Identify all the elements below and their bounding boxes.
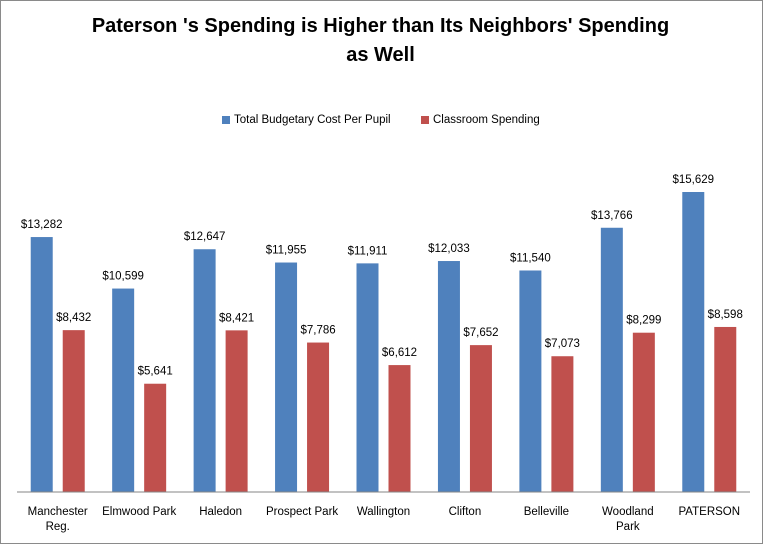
chart-title-line-1: Paterson 's Spending is Higher than Its … <box>91 15 670 37</box>
chart-title: Paterson 's Spending is Higher than Its … <box>0 12 761 70</box>
bar-total-cost <box>437 261 460 492</box>
data-label-total-cost: $13,766 <box>591 210 633 222</box>
x-tick-label: Prospect Park <box>266 506 338 518</box>
x-tick-label: Woodland <box>602 506 654 518</box>
data-label-classroom: $7,073 <box>545 338 580 350</box>
data-label-classroom: $6,612 <box>382 347 417 359</box>
bar-total-cost <box>112 288 135 492</box>
x-tick-label: Reg. <box>46 521 70 533</box>
data-label-total-cost: $11,911 <box>348 245 388 257</box>
chart-legend: Total Budgetary Cost Per Pupil Classroom… <box>0 113 761 127</box>
bar-classroom <box>225 330 248 492</box>
bar-total-cost <box>682 192 705 492</box>
bar-classroom <box>551 356 574 492</box>
x-tick-label: Elmwood Park <box>102 506 176 518</box>
bar-total-cost <box>600 227 623 493</box>
bar-classroom <box>144 383 167 492</box>
data-label-total-cost: $15,629 <box>672 174 714 186</box>
data-label-total-cost: $13,282 <box>21 219 63 231</box>
data-label-total-cost: $12,033 <box>428 243 470 255</box>
bar-total-cost <box>356 263 379 492</box>
data-label-classroom: $5,641 <box>138 366 173 378</box>
legend-swatch-classroom <box>421 116 429 124</box>
bar-classroom <box>632 332 655 492</box>
bar-total-cost <box>30 237 53 492</box>
data-label-classroom: $8,421 <box>219 312 254 324</box>
bar-total-cost <box>193 249 216 492</box>
x-tick-label: PATERSON <box>678 506 740 518</box>
data-label-classroom: $8,432 <box>56 312 91 324</box>
data-label-total-cost: $10,599 <box>102 271 144 283</box>
legend-swatch-total-cost <box>222 116 230 124</box>
x-tick-label: Clifton <box>449 506 482 518</box>
data-label-total-cost: $11,955 <box>266 245 307 257</box>
legend-label-total-cost: Total Budgetary Cost Per Pupil <box>234 114 391 126</box>
x-tick-label: Belleville <box>524 506 569 518</box>
x-tick-label: Manchester <box>28 506 88 518</box>
bar-total-cost <box>275 262 298 492</box>
bar-total-cost <box>519 270 542 492</box>
x-tick-label: Park <box>616 521 640 533</box>
bar-classroom <box>62 330 85 492</box>
data-label-classroom: $7,652 <box>463 327 498 339</box>
chart-title-line-2: as Well <box>346 44 415 66</box>
data-label-classroom: $8,598 <box>708 309 743 321</box>
data-label-total-cost: $11,540 <box>510 252 551 264</box>
data-label-classroom: $7,786 <box>300 325 335 337</box>
bar-classroom <box>714 326 737 492</box>
legend-label-classroom: Classroom Spending <box>433 114 540 126</box>
data-label-total-cost: $12,647 <box>184 231 226 243</box>
bar-classroom <box>307 342 330 492</box>
bar-classroom <box>469 345 492 492</box>
x-tick-label: Wallington <box>357 506 410 518</box>
bar-classroom <box>388 365 411 492</box>
x-tick-label: Haledon <box>199 506 242 518</box>
data-label-classroom: $8,299 <box>626 315 661 327</box>
